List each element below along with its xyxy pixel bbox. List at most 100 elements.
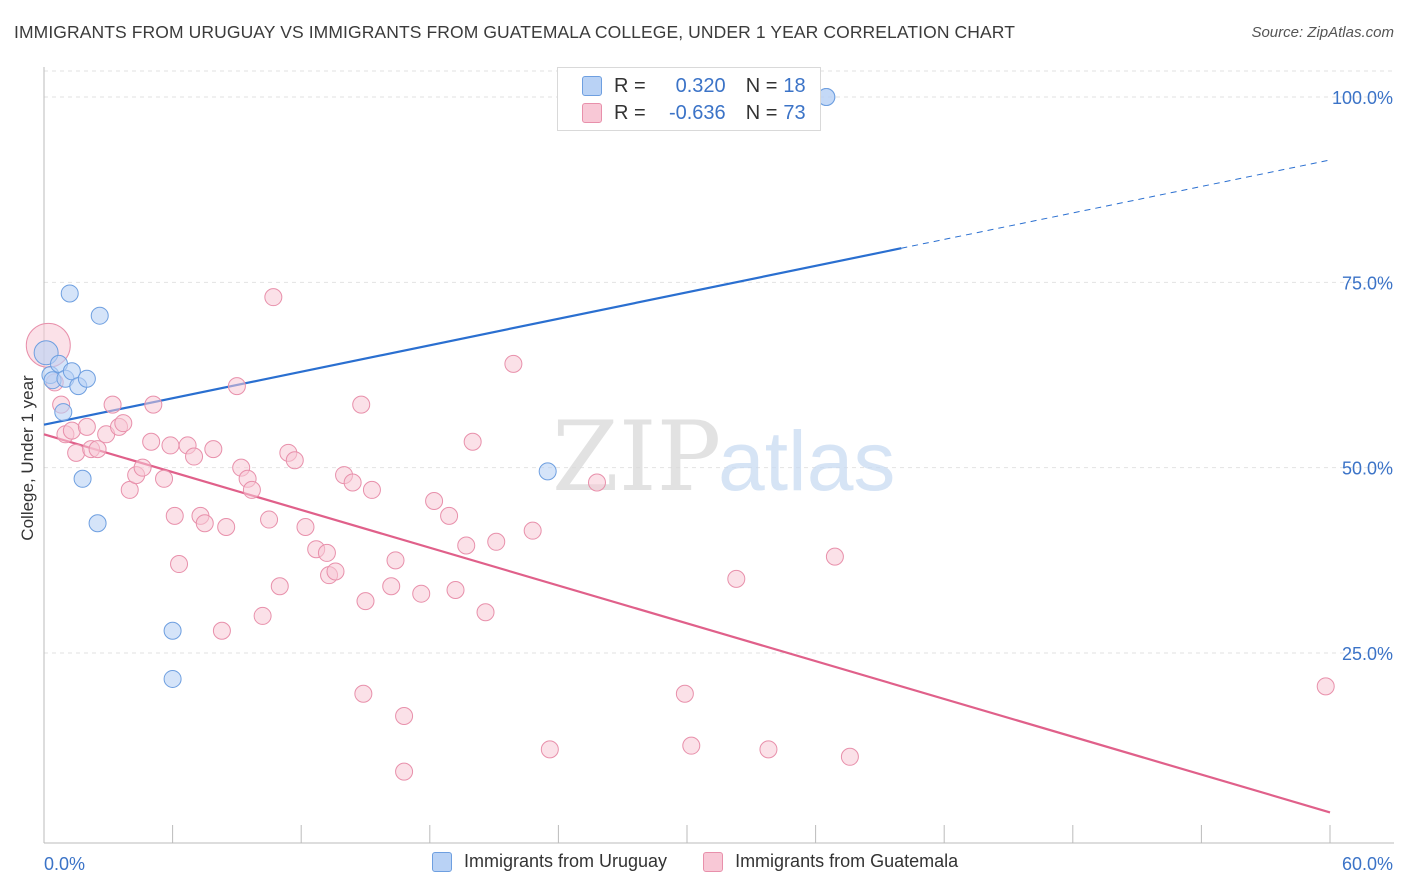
trend-line-guatemala [43, 433, 1331, 814]
point-guatemala [326, 562, 345, 581]
point-guatemala [212, 621, 231, 640]
point-guatemala [682, 736, 701, 755]
point-guatemala [587, 473, 606, 492]
point-guatemala [88, 440, 107, 459]
point-guatemala [395, 762, 414, 781]
point-guatemala [1316, 677, 1335, 696]
point-uruguay [90, 306, 109, 325]
point-guatemala [185, 447, 204, 466]
y-tick-label: 75.0% [1342, 273, 1393, 293]
axes [43, 67, 1394, 844]
y-tick-label: 100.0% [1332, 88, 1393, 108]
point-uruguay [54, 403, 73, 422]
legend-row-guatemala: R = -0.636 N = 73 [582, 101, 806, 125]
point-guatemala [440, 506, 459, 525]
point-guatemala [227, 377, 246, 396]
grid-lines [44, 70, 1394, 654]
trend-lines [43, 159, 1331, 814]
point-guatemala [165, 506, 184, 525]
point-guatemala [170, 555, 189, 574]
tick-labels: 25.0% 50.0% 75.0% 100.0% 0.0% 60.0% [44, 88, 1393, 874]
point-guatemala [523, 521, 542, 540]
point-guatemala [77, 417, 96, 436]
point-guatemala [540, 740, 559, 759]
point-guatemala [260, 510, 279, 529]
point-uruguay [88, 514, 107, 533]
point-guatemala [217, 517, 236, 536]
point-guatemala [62, 421, 81, 440]
point-guatemala [840, 747, 859, 766]
series-uruguay-points [33, 88, 836, 688]
series-guatemala-points [25, 288, 1335, 781]
legend-n-value: 73 [783, 101, 806, 124]
point-guatemala [412, 584, 431, 603]
legend-r-label: R = [614, 101, 646, 124]
chart-title: IMMIGRANTS FROM URUGUAY VS IMMIGRANTS FR… [14, 22, 1015, 42]
watermark: ZIP atlas [552, 401, 895, 513]
point-uruguay [77, 369, 96, 388]
legend-item-guatemala: Immigrants from Guatemala [703, 851, 958, 872]
trend-line-uruguay-extension [901, 159, 1331, 249]
watermark-atlas: atlas [718, 414, 895, 508]
point-guatemala [155, 469, 174, 488]
legend-row-uruguay: R = 0.320 N = 18 [582, 74, 806, 98]
legend-r-label: R = [614, 74, 646, 97]
point-guatemala [270, 577, 289, 596]
point-guatemala [67, 443, 86, 462]
point-guatemala [825, 547, 844, 566]
point-guatemala [142, 432, 161, 451]
source-credit: Source: ZipAtlas.com [1251, 24, 1394, 41]
point-guatemala [476, 603, 495, 622]
series-legend: Immigrants from Uruguay Immigrants from … [432, 851, 994, 872]
legend-r-value: -0.636 [668, 101, 726, 124]
legend-label-uruguay: Immigrants from Uruguay [464, 851, 668, 871]
point-guatemala [161, 436, 180, 455]
point-uruguay [73, 469, 92, 488]
trend-line-uruguay [43, 247, 902, 426]
legend-n-label: N = [745, 101, 778, 124]
point-guatemala [120, 480, 139, 499]
legend-n-value: 18 [783, 74, 806, 97]
point-guatemala [362, 480, 381, 499]
point-guatemala [204, 440, 223, 459]
point-guatemala [675, 684, 694, 703]
point-guatemala [285, 451, 304, 470]
point-guatemala [242, 480, 261, 499]
y-tick-label: 25.0% [1342, 644, 1393, 664]
point-uruguay [163, 669, 182, 688]
point-guatemala [343, 473, 362, 492]
legend-label-guatemala: Immigrants from Guatemala [735, 851, 959, 871]
point-guatemala [487, 532, 506, 551]
point-guatemala [195, 514, 214, 533]
point-uruguay [62, 362, 81, 381]
watermark-zip: ZIP [552, 401, 721, 513]
legend-swatch-guatemala [582, 103, 602, 123]
legend-r-value: 0.320 [675, 74, 726, 97]
point-guatemala [352, 395, 371, 414]
point-guatemala [504, 354, 523, 373]
point-guatemala [425, 492, 444, 511]
y-tick-label: 50.0% [1342, 459, 1393, 479]
correlation-legend: R = 0.320 N = 18 R = -0.636 N = 73 [557, 67, 821, 131]
x-tick-label-max: 60.0% [1342, 854, 1393, 874]
point-guatemala [264, 288, 283, 307]
point-guatemala [144, 395, 163, 414]
point-guatemala [382, 577, 401, 596]
point-guatemala [395, 707, 414, 726]
point-guatemala [253, 606, 272, 625]
point-guatemala [759, 740, 778, 759]
legend-item-uruguay: Immigrants from Uruguay [432, 851, 667, 872]
point-guatemala [463, 432, 482, 451]
x-tick-label-min: 0.0% [44, 854, 85, 874]
legend-n-label: N = [745, 74, 778, 97]
point-uruguay [538, 462, 557, 481]
legend-swatch-uruguay [582, 76, 602, 96]
point-uruguay [60, 284, 79, 303]
legend-swatch-guatemala [703, 851, 724, 872]
point-guatemala [354, 684, 373, 703]
point-guatemala [727, 569, 746, 588]
point-guatemala [133, 458, 152, 477]
point-guatemala [296, 517, 315, 536]
point-guatemala [356, 592, 375, 611]
